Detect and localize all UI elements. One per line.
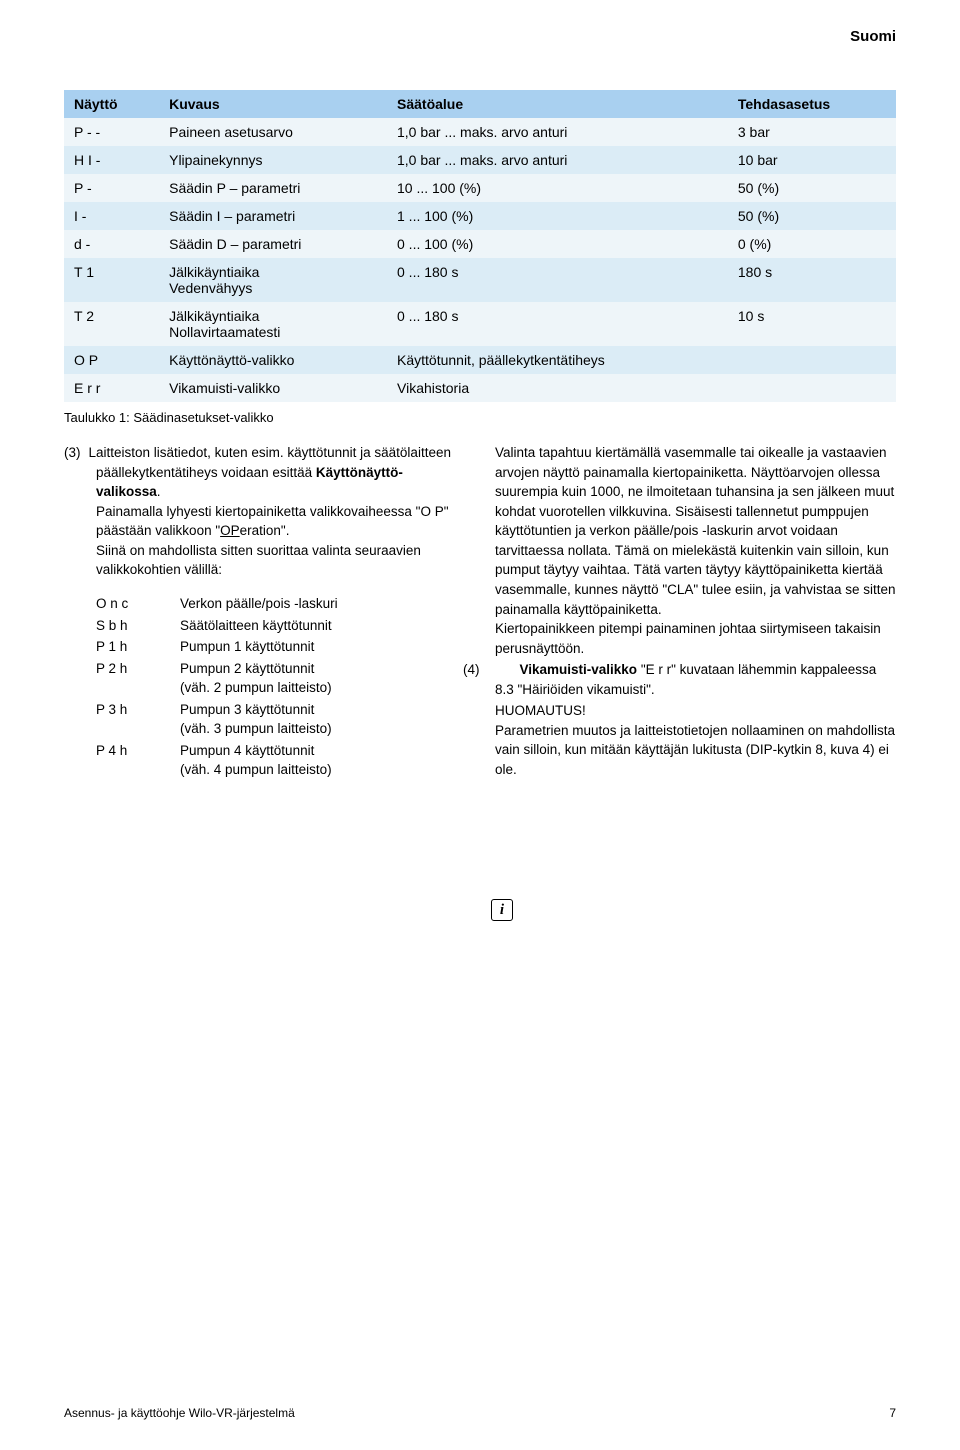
table-cell: 1 ... 100 (%) bbox=[387, 202, 728, 230]
footer: Asennus- ja käyttöohje Wilo-VR-järjestel… bbox=[64, 1406, 896, 1420]
para-4-bold: Vikamuisti-valikko bbox=[520, 662, 638, 677]
sublist: O n c Verkon päälle/pois -laskuri S b h Sää… bbox=[96, 594, 465, 780]
col-header-2: Säätöalue bbox=[387, 90, 728, 118]
list-item-value: Säätölaitteen käyttötunnit bbox=[180, 616, 465, 636]
table-cell: Vikamuisti-valikko bbox=[159, 374, 387, 402]
table-cell: Ylipainekynnys bbox=[159, 146, 387, 174]
note-text: Parametrien muutos ja laitteistotietojen… bbox=[495, 721, 896, 780]
table-cell: Paineen asetusarvo bbox=[159, 118, 387, 146]
table-cell: 3 bar bbox=[728, 118, 896, 146]
list-item: P 3 h Pumpun 3 käyttötunnit (väh. 3 pumpu… bbox=[96, 700, 465, 739]
table-cell bbox=[728, 346, 896, 374]
table-cell: P - bbox=[64, 174, 159, 202]
table-cell: Jälkikäyntiaika Nollavirtaamatesti bbox=[159, 302, 387, 346]
table-row: T 1Jälkikäyntiaika Vedenvähyys0 ... 180 … bbox=[64, 258, 896, 302]
table-cell: T 2 bbox=[64, 302, 159, 346]
para-3c: Siinä on mahdollista sitten suorittaa va… bbox=[96, 543, 421, 578]
note-heading: HUOMAUTUS! bbox=[495, 701, 896, 721]
list-item-value: Pumpun 3 käyttötunnit (väh. 3 pumpun lai… bbox=[180, 700, 465, 739]
right-para-1b: Kiertopainikkeen pitempi painaminen joht… bbox=[495, 619, 896, 658]
table-cell: T 1 bbox=[64, 258, 159, 302]
list-item: P 4 h Pumpun 4 käyttötunnit (väh. 4 pumpu… bbox=[96, 741, 465, 780]
table-cell: 10 bar bbox=[728, 146, 896, 174]
para-4-number: (4) bbox=[463, 662, 488, 677]
table-cell: E r r bbox=[64, 374, 159, 402]
table-cell: 0 ... 180 s bbox=[387, 258, 728, 302]
list-item-value: Pumpun 4 käyttötunnit (väh. 4 pumpun lai… bbox=[180, 741, 465, 780]
list-item-key: P 1 h bbox=[96, 637, 156, 657]
list-item-key: O n c bbox=[96, 594, 156, 614]
table-cell: 50 (%) bbox=[728, 174, 896, 202]
list-item-key: S b h bbox=[96, 616, 156, 636]
col-header-3: Tehdasasetus bbox=[728, 90, 896, 118]
table-cell: 0 (%) bbox=[728, 230, 896, 258]
table-cell: Jälkikäyntiaika Vedenvähyys bbox=[159, 258, 387, 302]
info-icon: i bbox=[491, 899, 513, 921]
table-cell: Säädin I – parametri bbox=[159, 202, 387, 230]
list-item: P 2 h Pumpun 2 käyttötunnit (väh. 2 pumpu… bbox=[96, 659, 465, 698]
list-item: S b h Säätölaitteen käyttötunnit bbox=[96, 616, 465, 636]
table-cell: d - bbox=[64, 230, 159, 258]
table-cell: I - bbox=[64, 202, 159, 230]
table-row: E r rVikamuisti-valikkoVikahistoria bbox=[64, 374, 896, 402]
para-4: (4)Vikamuisti-valikko "E r r" kuvataan l… bbox=[495, 660, 896, 699]
para-3: (3)Laitteiston lisätiedot, kuten esim. k… bbox=[96, 443, 465, 580]
body-columns: (3)Laitteiston lisätiedot, kuten esim. k… bbox=[64, 443, 896, 794]
table-cell: P - - bbox=[64, 118, 159, 146]
left-column: (3)Laitteiston lisätiedot, kuten esim. k… bbox=[64, 443, 465, 794]
right-column: Valinta tapahtuu kiertämällä vasemmalle … bbox=[495, 443, 896, 794]
table-cell: Käyttönäyttö-valikko bbox=[159, 346, 387, 374]
para-3b-under: OP bbox=[220, 523, 240, 538]
settings-table: Näyttö Kuvaus Säätöalue Tehdasasetus P -… bbox=[64, 90, 896, 402]
table-cell: Säädin P – parametri bbox=[159, 174, 387, 202]
footer-page-number: 7 bbox=[889, 1406, 896, 1420]
table-cell: Vikahistoria bbox=[387, 374, 728, 402]
list-item: P 1 h Pumpun 1 käyttötunnit bbox=[96, 637, 465, 657]
table-cell: 0 ... 100 (%) bbox=[387, 230, 728, 258]
footer-left: Asennus- ja käyttöohje Wilo-VR-järjestel… bbox=[64, 1406, 295, 1420]
table-row: O PKäyttönäyttö-valikkoKäyttötunnit, pää… bbox=[64, 346, 896, 374]
table-row: P -Säädin P – parametri10 ... 100 (%)50 … bbox=[64, 174, 896, 202]
table-row: I -Säädin I – parametri1 ... 100 (%)50 (… bbox=[64, 202, 896, 230]
col-header-0: Näyttö bbox=[64, 90, 159, 118]
page: Suomi Näyttö Kuvaus Säätöalue Tehdasaset… bbox=[0, 0, 960, 1450]
right-para-1: Valinta tapahtuu kiertämällä vasemmalle … bbox=[495, 443, 896, 619]
table-row: T 2Jälkikäyntiaika Nollavirtaamatesti0 .… bbox=[64, 302, 896, 346]
language-label: Suomi bbox=[850, 28, 896, 45]
list-item-value: Pumpun 1 käyttötunnit bbox=[180, 637, 465, 657]
list-item-value: Verkon päälle/pois -laskuri bbox=[180, 594, 465, 614]
table-cell: Säädin D – parametri bbox=[159, 230, 387, 258]
table-row: d -Säädin D – parametri0 ... 100 (%)0 (%… bbox=[64, 230, 896, 258]
table-cell: 1,0 bar ... maks. arvo anturi bbox=[387, 118, 728, 146]
table-cell: O P bbox=[64, 346, 159, 374]
table-cell: 50 (%) bbox=[728, 202, 896, 230]
table-cell: 1,0 bar ... maks. arvo anturi bbox=[387, 146, 728, 174]
list-item: O n c Verkon päälle/pois -laskuri bbox=[96, 594, 465, 614]
para-3b-post: eration". bbox=[240, 523, 290, 538]
table-header-row: Näyttö Kuvaus Säätöalue Tehdasasetus bbox=[64, 90, 896, 118]
table-cell: 180 s bbox=[728, 258, 896, 302]
table-cell: 10 s bbox=[728, 302, 896, 346]
table-row: H I -Ylipainekynnys1,0 bar ... maks. arv… bbox=[64, 146, 896, 174]
list-item-key: P 4 h bbox=[96, 741, 156, 780]
table-cell bbox=[728, 374, 896, 402]
para-3-tail: . bbox=[157, 484, 161, 499]
table-caption: Taulukko 1: Säädinasetukset-valikko bbox=[64, 410, 896, 425]
table-cell: 0 ... 180 s bbox=[387, 302, 728, 346]
col-header-1: Kuvaus bbox=[159, 90, 387, 118]
table-row: P - -Paineen asetusarvo1,0 bar ... maks.… bbox=[64, 118, 896, 146]
table-cell: Käyttötunnit, päällekytkentätiheys bbox=[387, 346, 728, 374]
table-cell: H I - bbox=[64, 146, 159, 174]
list-item-key: P 3 h bbox=[96, 700, 156, 739]
list-item-key: P 2 h bbox=[96, 659, 156, 698]
table-cell: 10 ... 100 (%) bbox=[387, 174, 728, 202]
list-item-value: Pumpun 2 käyttötunnit (väh. 2 pumpun lai… bbox=[180, 659, 465, 698]
para-3-number: (3) bbox=[64, 445, 89, 460]
